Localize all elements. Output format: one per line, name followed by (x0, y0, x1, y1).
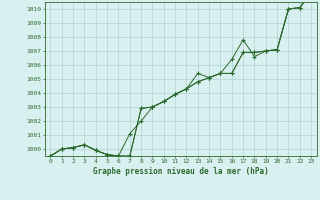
X-axis label: Graphe pression niveau de la mer (hPa): Graphe pression niveau de la mer (hPa) (93, 167, 269, 176)
